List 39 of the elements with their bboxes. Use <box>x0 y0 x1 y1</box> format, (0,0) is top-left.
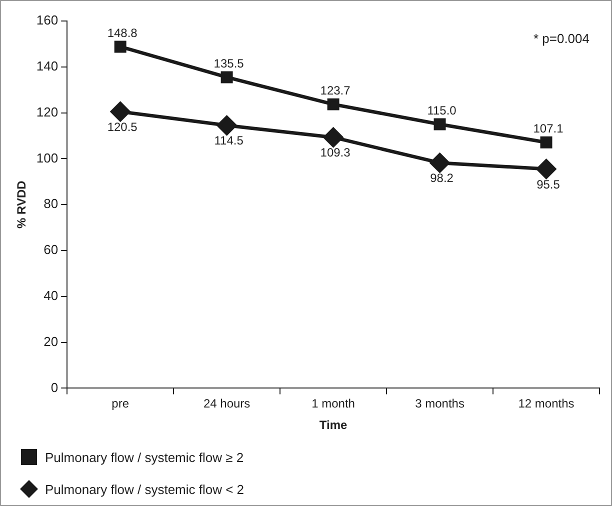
x-tick-label: 1 month <box>312 396 355 411</box>
point <box>324 128 344 148</box>
y-tick-label: 160 <box>36 12 58 28</box>
x-axis-title: Time <box>319 418 348 432</box>
point <box>434 118 446 130</box>
annotation: * p=0.004 <box>533 31 590 46</box>
y-tick-label: 60 <box>44 242 58 258</box>
y-tick-label: 80 <box>44 196 58 212</box>
data-label: 148.8 <box>107 26 138 40</box>
y-tick-label: 140 <box>36 58 58 74</box>
data-label: 115.0 <box>427 104 457 118</box>
point <box>536 159 556 179</box>
y-tick-label: 40 <box>44 288 58 303</box>
point <box>220 71 233 84</box>
point <box>430 153 450 173</box>
data-label: 95.5 <box>536 177 560 192</box>
y-tick-label: 100 <box>36 150 58 166</box>
data-label: 98.2 <box>430 171 454 186</box>
x-tick-label: pre <box>112 396 130 411</box>
x-tick-label: 12 months <box>518 396 574 411</box>
y-tick-label: 120 <box>36 104 58 120</box>
data-label: 123.7 <box>320 84 351 98</box>
x-tick-label: 24 hours <box>203 396 250 411</box>
data-label: 109.3 <box>320 146 351 160</box>
data-label: 107.1 <box>533 122 564 136</box>
point <box>217 116 237 136</box>
point <box>110 102 130 122</box>
y-tick-label: 20 <box>44 334 58 349</box>
legend-label: Pulmonary flow / systemic flow < 2 <box>45 482 244 496</box>
point <box>540 136 552 148</box>
data-label: 114.5 <box>214 134 244 148</box>
y-tick-label: 0 <box>50 380 58 395</box>
point <box>114 40 126 53</box>
point <box>327 98 340 110</box>
y-axis-title: % RVDD <box>14 180 29 228</box>
legend-label: Pulmonary flow / systemic flow ≥ 2 <box>45 450 244 464</box>
x-tick-label: 3 months <box>415 396 464 411</box>
data-label: 135.5 <box>214 56 244 71</box>
data-label: 120.5 <box>107 120 138 134</box>
